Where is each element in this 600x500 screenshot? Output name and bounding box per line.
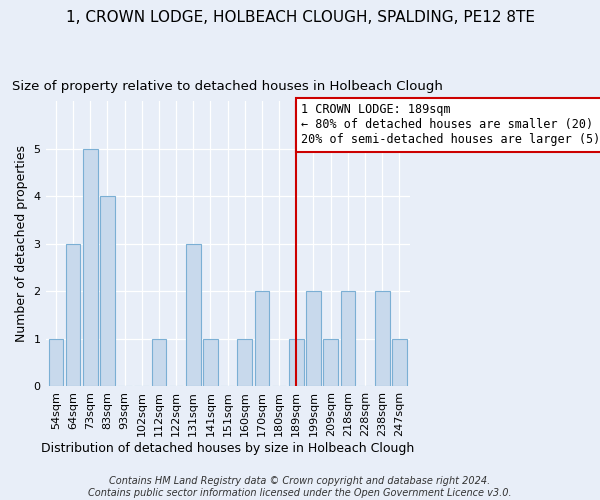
Bar [203,339,218,386]
Bar [238,339,252,386]
Bar [152,339,166,386]
Bar [254,292,269,386]
Bar [375,292,389,386]
Bar [49,339,63,386]
Title: Size of property relative to detached houses in Holbeach Clough: Size of property relative to detached ho… [12,80,443,93]
Y-axis label: Number of detached properties: Number of detached properties [15,146,28,342]
Text: 1, CROWN LODGE, HOLBEACH CLOUGH, SPALDING, PE12 8TE: 1, CROWN LODGE, HOLBEACH CLOUGH, SPALDIN… [65,10,535,25]
Bar [100,196,115,386]
Bar [323,339,338,386]
Bar [83,148,98,386]
Bar [341,292,355,386]
Text: Contains HM Land Registry data © Crown copyright and database right 2024.
Contai: Contains HM Land Registry data © Crown c… [88,476,512,498]
Text: 1 CROWN LODGE: 189sqm
← 80% of detached houses are smaller (20)
20% of semi-deta: 1 CROWN LODGE: 189sqm ← 80% of detached … [301,104,600,146]
Bar [306,292,321,386]
Bar [289,339,304,386]
X-axis label: Distribution of detached houses by size in Holbeach Clough: Distribution of detached houses by size … [41,442,414,455]
Bar [66,244,80,386]
Bar [392,339,407,386]
Bar [186,244,200,386]
